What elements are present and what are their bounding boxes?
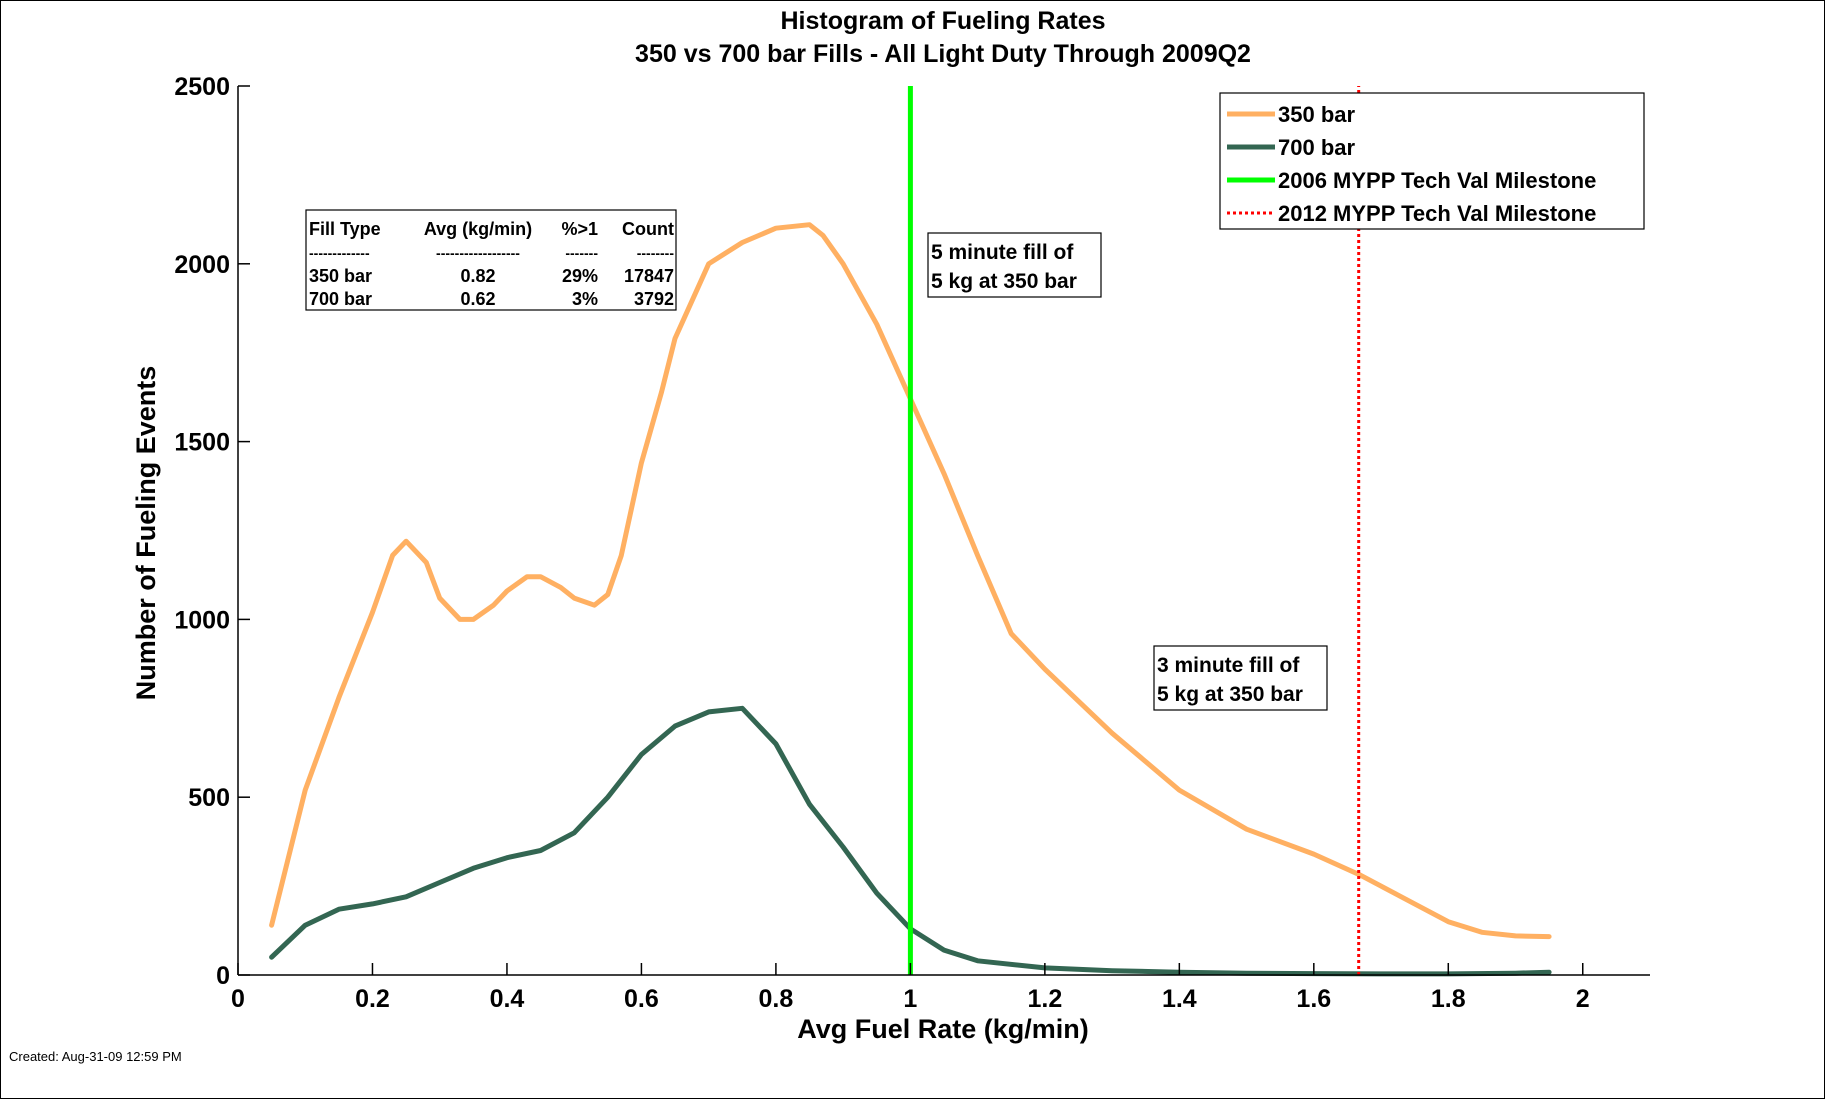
table-cell: 350 bar — [309, 266, 372, 286]
annotation-text: 5 kg at 350 bar — [931, 270, 1077, 293]
x-tick-label: 1 — [903, 985, 917, 1013]
y-tick-label: 2500 — [174, 73, 230, 101]
table-separator-cell: ------------- — [309, 245, 370, 261]
x-tick-label: 1.2 — [1027, 985, 1062, 1013]
legend: 350 bar 700 bar 2006 MYPP Tech Val Milesto… — [1219, 92, 1645, 230]
annotation-box — [1153, 645, 1328, 711]
table-header-cell: %>1 — [561, 219, 598, 239]
x-tick-label: 1.6 — [1296, 985, 1331, 1013]
table-separator-cell: ------- — [565, 245, 598, 261]
annotation-box — [927, 232, 1102, 298]
created-timestamp: Created: Aug-31-09 12:59 PM — [9, 1049, 182, 1064]
y-tick-label: 1000 — [174, 606, 230, 634]
annotations: 5 minute fill of 5 kg at 350 bar 3 minute … — [927, 232, 1328, 711]
table-cell: 3% — [572, 289, 598, 309]
stats-table: Fill Type Avg (kg/min) %>1 Count-----------… — [305, 209, 677, 311]
legend-label: 350 bar — [1278, 102, 1355, 127]
table-cell: 17847 — [624, 266, 674, 286]
chart-subtitle: 350 vs 700 bar Fills - All Light Duty Th… — [635, 40, 1251, 68]
table-cell: 0.82 — [460, 266, 495, 286]
legend-label: 2006 MYPP Tech Val Milestone — [1278, 168, 1596, 193]
legend-label: 2012 MYPP Tech Val Milestone — [1278, 201, 1596, 226]
table-separator-cell: -------- — [637, 245, 675, 261]
x-tick-label: 0 — [231, 985, 245, 1013]
table-header-cell: Avg (kg/min) — [424, 219, 532, 239]
chart-title: Histogram of Fueling Rates — [780, 7, 1105, 35]
x-tick-label: 1.8 — [1431, 985, 1466, 1013]
axes: 0 0.2 0.4 0.6 0.8 1 1.2 1.4 1.6 1.8 2 0 500 1000 1500 2… — [174, 73, 1650, 1013]
series-line-700-bar — [269, 705, 1552, 977]
y-tick-label: 1500 — [174, 429, 230, 457]
annotation-text: 3 minute fill of — [1157, 654, 1300, 677]
annotation-text: 5 kg at 350 bar — [1157, 683, 1303, 706]
table-cell: 3792 — [634, 289, 674, 309]
y-tick-label: 0 — [216, 962, 230, 990]
table-header-cell: Count — [622, 219, 674, 239]
x-axis-label: Avg Fuel Rate (kg/min) — [797, 1014, 1089, 1044]
x-tick-label: 2 — [1576, 985, 1590, 1013]
y-tick-label: 500 — [188, 784, 230, 812]
plot-area — [269, 86, 1552, 977]
table-header-cell: Fill Type — [309, 219, 381, 239]
series-line-350-bar — [269, 222, 1552, 940]
x-tick-label: 0.2 — [355, 985, 390, 1013]
x-tick-label: 1.4 — [1162, 985, 1197, 1013]
y-tick-label: 2000 — [174, 251, 230, 279]
table-cell: 700 bar — [309, 289, 372, 309]
table-cell: 29% — [562, 266, 598, 286]
table-cell: 0.62 — [460, 289, 495, 309]
table-separator-cell: ------------------ — [436, 245, 520, 261]
x-tick-label: 0.4 — [490, 985, 525, 1013]
x-tick-label: 0.6 — [624, 985, 659, 1013]
annotation-text: 5 minute fill of — [931, 241, 1074, 264]
legend-box — [1219, 92, 1645, 230]
legend-label: 700 bar — [1278, 135, 1355, 160]
stats-table-box — [305, 209, 677, 311]
x-tick-label: 0.8 — [759, 985, 794, 1013]
y-axis-label: Number of Fueling Events — [131, 366, 161, 701]
